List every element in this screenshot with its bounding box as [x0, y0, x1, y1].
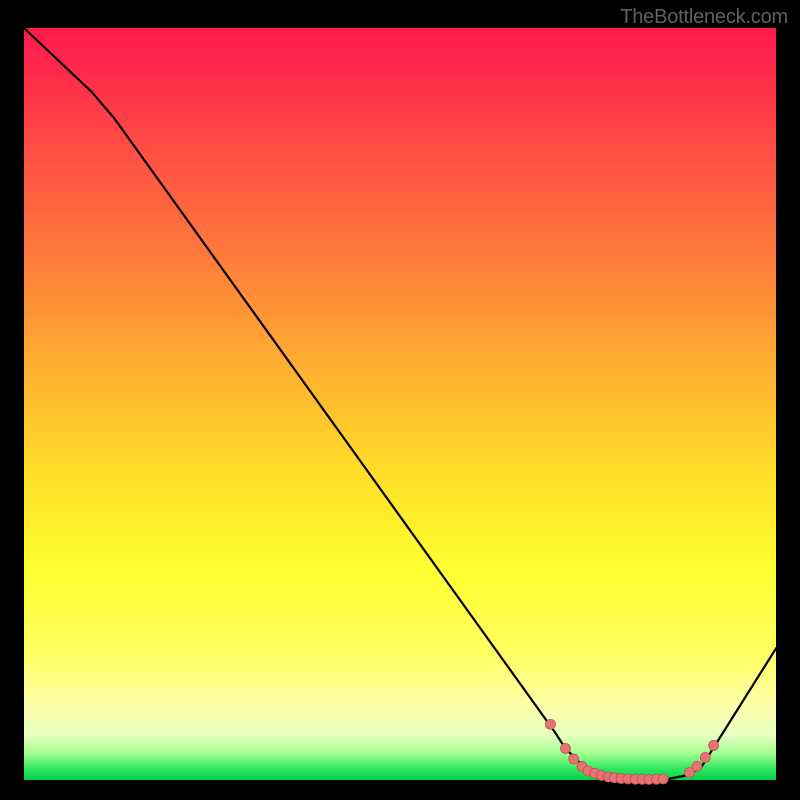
- gradient-background: [24, 28, 776, 780]
- marker-point: [545, 719, 555, 729]
- marker-point: [700, 752, 710, 762]
- chart-svg: [0, 0, 800, 800]
- marker-point: [569, 754, 579, 764]
- marker-point: [658, 774, 668, 784]
- watermark-text: TheBottleneck.com: [620, 6, 788, 29]
- marker-point: [692, 761, 702, 771]
- chart-container: TheBottleneck.com: [0, 0, 800, 800]
- marker-point: [709, 740, 719, 750]
- marker-point: [560, 743, 570, 753]
